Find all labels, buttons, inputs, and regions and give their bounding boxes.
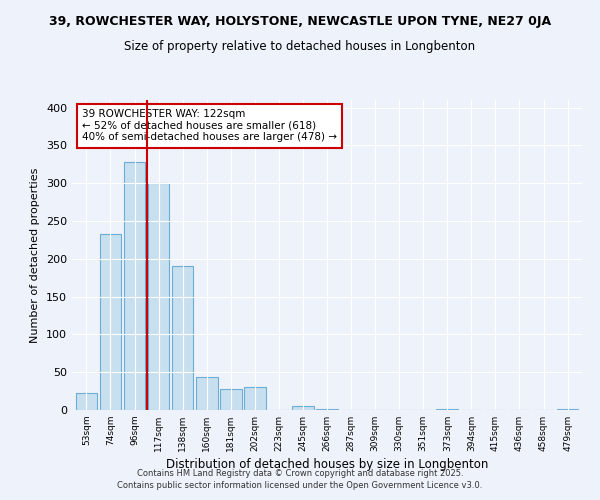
Y-axis label: Number of detached properties: Number of detached properties xyxy=(31,168,40,342)
Bar xyxy=(244,388,266,410)
Text: Contains HM Land Registry data © Crown copyright and database right 2025.
Contai: Contains HM Land Registry data © Crown c… xyxy=(118,468,482,490)
Bar xyxy=(124,162,145,410)
Bar xyxy=(436,409,458,410)
Bar xyxy=(220,389,242,410)
Text: 39 ROWCHESTER WAY: 122sqm
← 52% of detached houses are smaller (618)
40% of semi: 39 ROWCHESTER WAY: 122sqm ← 52% of detac… xyxy=(82,110,337,142)
Bar xyxy=(148,183,169,410)
Text: 39, ROWCHESTER WAY, HOLYSTONE, NEWCASTLE UPON TYNE, NE27 0JA: 39, ROWCHESTER WAY, HOLYSTONE, NEWCASTLE… xyxy=(49,15,551,28)
Text: Size of property relative to detached houses in Longbenton: Size of property relative to detached ho… xyxy=(124,40,476,53)
Bar xyxy=(76,394,97,410)
Bar xyxy=(100,234,121,410)
Bar xyxy=(196,376,218,410)
Bar xyxy=(557,409,578,410)
Bar xyxy=(172,266,193,410)
Bar xyxy=(292,406,314,410)
Bar xyxy=(316,409,338,410)
X-axis label: Distribution of detached houses by size in Longbenton: Distribution of detached houses by size … xyxy=(166,458,488,471)
